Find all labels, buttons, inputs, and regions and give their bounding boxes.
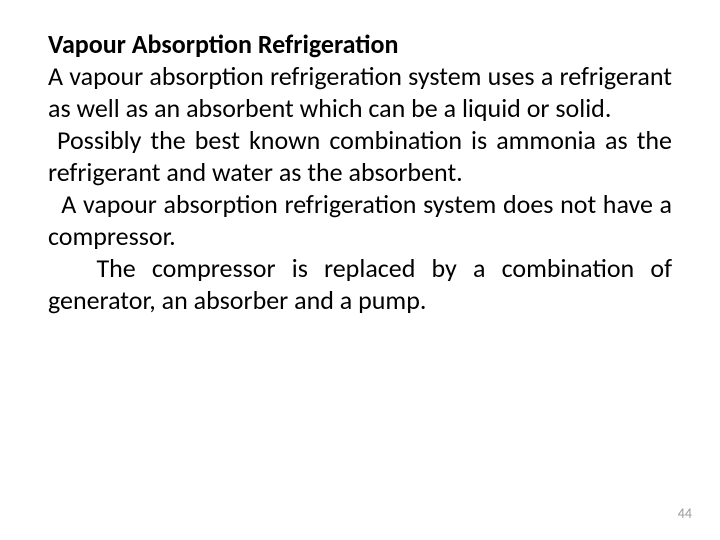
- slide: Vapour Absorption Refrigeration A vapour…: [0, 0, 720, 540]
- body-paragraph-3: A vapour absorption refrigeration system…: [48, 188, 672, 252]
- slide-heading: Vapour Absorption Refrigeration: [48, 28, 672, 60]
- page-number: 44: [678, 505, 692, 522]
- body-paragraph-1: A vapour absorption refrigeration system…: [48, 60, 672, 124]
- body-paragraph-4: The compressor is replaced by a combinat…: [48, 252, 672, 316]
- body-paragraph-2: Possibly the best known combination is a…: [48, 124, 672, 188]
